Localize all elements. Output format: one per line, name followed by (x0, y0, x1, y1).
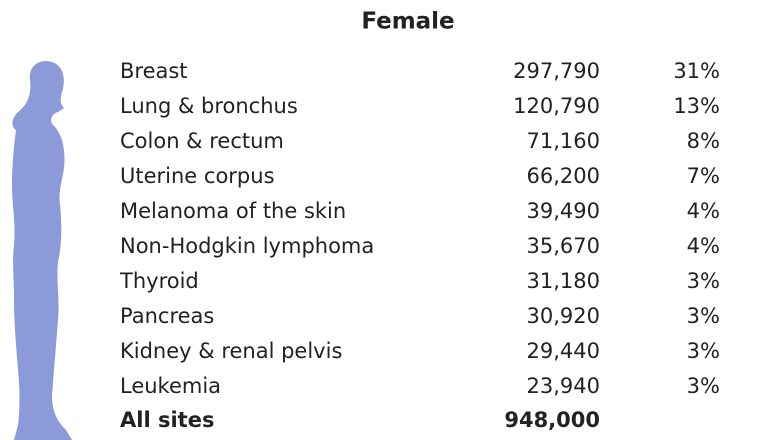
case-percent: 8% (687, 129, 720, 153)
case-percent: 4% (687, 234, 720, 258)
document: Female Breast 297,790 31% Lung & bronchus 12… (0, 0, 759, 440)
site-name: Colon & rectum (120, 129, 284, 153)
site-name: Pancreas (120, 304, 214, 328)
case-count: 30,920 (527, 304, 600, 328)
site-name: Breast (120, 59, 188, 83)
site-name: Non-Hodgkin lymphoma (120, 234, 374, 258)
case-count: 120,790 (513, 94, 600, 118)
site-name: Lung & bronchus (120, 94, 298, 118)
site-name: Thyroid (119, 269, 199, 293)
case-count: 39,490 (527, 199, 600, 223)
case-count: 35,670 (527, 234, 600, 258)
case-count: 71,160 (527, 129, 600, 153)
case-percent: 7% (687, 164, 720, 188)
case-count: 29,440 (527, 339, 600, 363)
case-percent: 31% (673, 59, 720, 83)
case-count: 297,790 (513, 59, 600, 83)
site-name: Kidney & renal pelvis (120, 339, 342, 363)
case-percent: 13% (673, 94, 720, 118)
total-label: All sites (120, 408, 214, 432)
site-name: Melanoma of the skin (120, 199, 346, 223)
case-percent: 3% (687, 269, 720, 293)
site-name: Uterine corpus (120, 164, 275, 188)
site-name: Leukemia (120, 374, 221, 398)
case-count: 31,180 (527, 269, 600, 293)
case-percent: 3% (687, 339, 720, 363)
page: Female Breast 297,790 31% Lung & bronchus 12… (0, 0, 759, 440)
case-percent: 3% (687, 374, 720, 398)
case-percent: 3% (687, 304, 720, 328)
case-count: 66,200 (527, 164, 600, 188)
title: Female (361, 9, 454, 35)
case-percent: 4% (687, 199, 720, 223)
total-count: 948,000 (504, 408, 600, 432)
case-count: 23,940 (527, 374, 600, 398)
female-silhouette (12, 61, 72, 440)
